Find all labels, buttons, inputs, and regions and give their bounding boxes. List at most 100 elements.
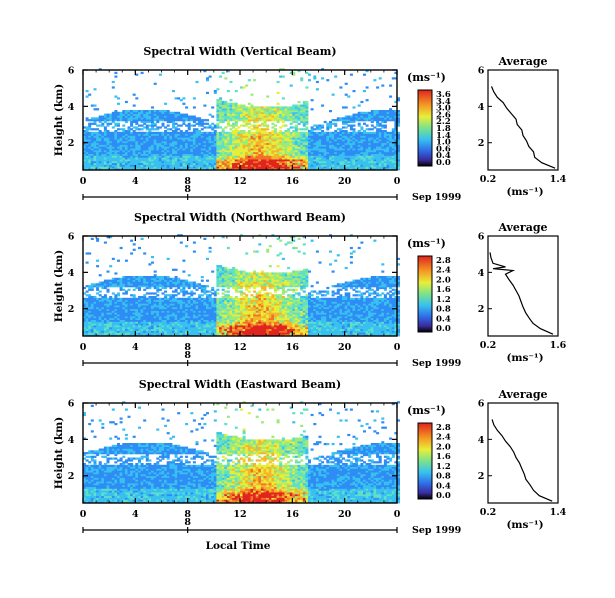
heatmap-cell bbox=[90, 155, 94, 158]
heatmap-cell bbox=[96, 308, 100, 311]
heatmap-cell bbox=[145, 317, 149, 320]
heatmap-cell bbox=[169, 128, 173, 131]
heatmap-cell bbox=[245, 124, 249, 127]
heatmap-cell bbox=[187, 301, 191, 304]
heatmap-cell bbox=[101, 139, 105, 142]
heatmap-cell bbox=[132, 119, 136, 122]
heatmap-cell bbox=[88, 308, 92, 311]
heatmap-cell bbox=[88, 157, 92, 160]
heatmap-cell bbox=[161, 168, 165, 171]
heatmap-cell bbox=[373, 166, 377, 169]
heatmap-cell bbox=[310, 99, 314, 102]
heatmap-cell bbox=[135, 310, 139, 313]
heatmap-cell bbox=[103, 113, 107, 116]
heatmap-cell bbox=[127, 133, 131, 136]
heatmap-cell bbox=[130, 306, 134, 310]
heatmap-cell bbox=[111, 137, 115, 140]
heatmap-cell bbox=[386, 168, 390, 171]
heatmap-cell bbox=[117, 150, 120, 153]
heatmap-cell bbox=[156, 133, 160, 136]
heatmap-cell bbox=[397, 135, 400, 138]
heatmap-cell bbox=[109, 135, 113, 138]
heatmap-cell bbox=[321, 139, 325, 142]
heatmap-cell bbox=[365, 119, 369, 122]
heatmap-cell bbox=[151, 297, 154, 300]
heatmap-cell bbox=[103, 162, 107, 165]
heatmap-cell bbox=[182, 308, 186, 311]
heatmap-cell bbox=[276, 108, 280, 111]
heatmap-cell bbox=[190, 301, 194, 304]
heatmap-cell bbox=[237, 115, 241, 118]
heatmap-cell bbox=[158, 308, 162, 311]
heatmap-cell bbox=[344, 157, 348, 160]
heatmap-cell bbox=[266, 113, 270, 116]
heatmap-cell bbox=[151, 277, 154, 280]
heatmap-cell bbox=[245, 144, 249, 147]
heatmap-cell bbox=[179, 290, 183, 293]
heatmap-cell bbox=[132, 332, 136, 335]
heatmap-cell bbox=[132, 316, 136, 319]
heatmap-cell bbox=[153, 146, 157, 149]
heatmap-cell bbox=[229, 146, 233, 149]
heatmap-cell bbox=[198, 150, 202, 153]
heatmap-cell bbox=[245, 160, 249, 164]
heatmap-cell bbox=[124, 160, 128, 164]
heatmap-cell bbox=[360, 168, 364, 171]
heatmap-cell bbox=[300, 117, 304, 120]
heatmap-cell bbox=[250, 159, 254, 162]
heatmap-cell bbox=[103, 301, 107, 304]
heatmap-cell bbox=[122, 135, 126, 138]
heatmap-cell bbox=[389, 151, 393, 154]
heatmap-cell bbox=[224, 113, 228, 116]
heatmap-cell bbox=[331, 122, 335, 125]
heatmap-cell bbox=[294, 128, 298, 131]
heatmap-cell bbox=[315, 150, 319, 153]
heatmap-cell bbox=[166, 325, 170, 328]
heatmap-cell bbox=[206, 133, 209, 136]
heatmap-cell bbox=[234, 104, 238, 107]
heatmap-cell bbox=[378, 150, 382, 153]
heatmap-cell bbox=[138, 148, 141, 151]
heatmap-cell bbox=[195, 122, 199, 125]
heatmap-cell bbox=[151, 166, 154, 169]
heatmap-cell bbox=[276, 168, 280, 171]
heatmap-cell bbox=[229, 135, 233, 138]
heatmap-cell bbox=[226, 90, 230, 93]
heatmap-cell bbox=[88, 286, 92, 290]
heatmap-cell bbox=[98, 290, 102, 293]
heatmap-cell bbox=[368, 148, 372, 151]
heatmap-cell bbox=[83, 166, 86, 169]
heatmap-cell bbox=[172, 325, 175, 328]
heatmap-cell bbox=[276, 160, 280, 164]
heatmap-cell bbox=[98, 306, 102, 310]
heatmap-cell bbox=[138, 317, 141, 320]
heatmap-cell bbox=[208, 160, 212, 164]
heatmap-cell bbox=[247, 122, 251, 125]
heatmap-cell bbox=[172, 162, 175, 165]
heatmap-cell bbox=[114, 317, 118, 320]
heatmap-cell bbox=[132, 151, 136, 154]
heatmap-cell bbox=[305, 104, 309, 107]
heatmap-cell bbox=[292, 146, 296, 149]
heatmap-cell bbox=[177, 286, 181, 290]
heatmap-cell bbox=[397, 162, 400, 165]
heatmap-cell bbox=[96, 310, 100, 313]
heatmap-cell bbox=[161, 162, 165, 165]
heatmap-cell bbox=[192, 303, 196, 306]
heatmap-cell bbox=[192, 323, 196, 326]
heatmap-cell bbox=[305, 160, 309, 164]
heatmap-cell bbox=[302, 128, 306, 131]
heatmap-cell bbox=[143, 119, 147, 122]
heatmap-cell bbox=[368, 160, 372, 164]
heatmap-cell bbox=[122, 124, 126, 127]
heatmap-cell bbox=[166, 160, 170, 164]
heatmap-cell bbox=[124, 135, 128, 138]
heatmap-cell bbox=[124, 142, 128, 145]
heatmap-cell bbox=[98, 133, 102, 136]
heatmap-cell bbox=[305, 113, 309, 116]
heatmap-cell bbox=[138, 110, 141, 113]
heatmap-cell bbox=[117, 319, 120, 322]
heatmap-cell bbox=[145, 305, 149, 308]
heatmap-cell bbox=[211, 150, 215, 153]
heatmap-cell bbox=[363, 166, 366, 169]
